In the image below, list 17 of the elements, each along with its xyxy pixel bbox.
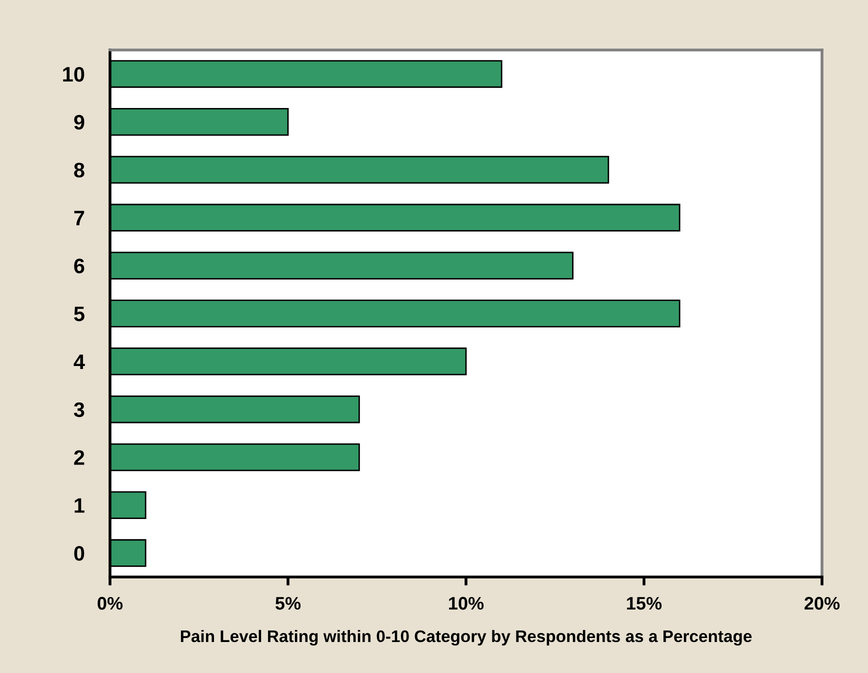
x-tick-label: 0% xyxy=(98,596,123,610)
y-tick-label: 6 xyxy=(74,258,84,274)
y-tick-label: 4 xyxy=(74,354,85,369)
y-tick-label: 10 xyxy=(63,66,84,82)
y-tick-label: 0 xyxy=(74,546,84,561)
x-tick-label: 10% xyxy=(449,596,484,610)
y-tick-label: 9 xyxy=(74,114,84,130)
x-tick-label: 15% xyxy=(627,596,662,610)
y-tick-label: 7 xyxy=(74,210,84,226)
y-tick-label: 8 xyxy=(74,162,84,178)
y-tick-label: 5 xyxy=(74,306,84,322)
x-tick-label: 5% xyxy=(276,596,301,610)
y-tick-label: 2 xyxy=(74,450,84,465)
x-axis-title: Pain Level Rating within 0-10 Category by Respondents as a Percentage xyxy=(180,630,752,646)
x-tick-label: 20% xyxy=(804,596,840,610)
y-tick-label: 1 xyxy=(74,498,84,513)
y-tick-label: 3 xyxy=(74,402,84,418)
